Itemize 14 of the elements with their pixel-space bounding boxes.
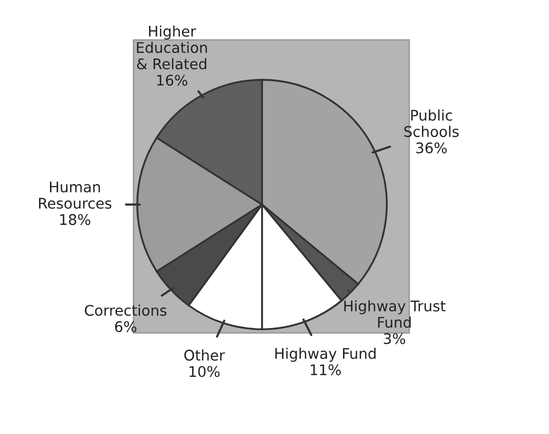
- data-label: 11%: [310, 364, 341, 376]
- data-label: 18%: [60, 214, 90, 226]
- slice-label: Other: [184, 349, 225, 361]
- data-label: 3%: [384, 333, 406, 344]
- data-label: 10%: [190, 366, 220, 378]
- data-label: 36%: [416, 142, 447, 154]
- slice-label: Human Resources: [39, 182, 112, 209]
- slice-label: Highway Trust Fund: [344, 300, 446, 328]
- data-label: 16%: [157, 74, 188, 86]
- slice-label: Highway Fund: [275, 348, 376, 362]
- data-label: 6%: [115, 321, 136, 332]
- slice-label: Public Schools: [404, 109, 459, 138]
- slice-label: Corrections: [84, 304, 166, 316]
- slice-label: Higher Education & Related: [136, 25, 207, 70]
